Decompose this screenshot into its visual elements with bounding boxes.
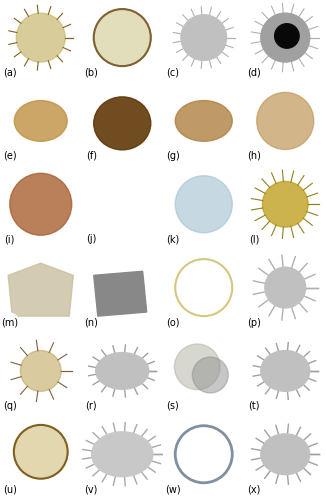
Circle shape xyxy=(257,92,314,150)
Text: (r): (r) xyxy=(85,401,97,411)
Text: (p): (p) xyxy=(247,318,261,328)
Circle shape xyxy=(10,174,72,235)
Text: (u): (u) xyxy=(3,484,17,494)
Text: (i): (i) xyxy=(5,234,15,244)
Ellipse shape xyxy=(14,100,67,141)
Ellipse shape xyxy=(175,100,232,141)
Circle shape xyxy=(174,344,220,390)
Circle shape xyxy=(14,425,68,478)
Text: (x): (x) xyxy=(247,484,261,494)
Circle shape xyxy=(175,176,232,233)
Text: (k): (k) xyxy=(166,234,179,244)
Text: (h): (h) xyxy=(247,151,261,161)
Ellipse shape xyxy=(92,432,153,476)
Circle shape xyxy=(261,13,310,62)
Text: (o): (o) xyxy=(166,318,180,328)
Circle shape xyxy=(192,357,228,393)
Text: (a): (a) xyxy=(3,68,17,78)
Ellipse shape xyxy=(261,350,310,392)
Text: (d): (d) xyxy=(247,68,261,78)
Text: (q): (q) xyxy=(3,401,17,411)
Circle shape xyxy=(20,350,61,392)
Text: (b): (b) xyxy=(84,68,98,78)
Circle shape xyxy=(181,15,227,60)
Text: (j): (j) xyxy=(86,234,96,244)
Text: (t): (t) xyxy=(248,401,260,411)
Ellipse shape xyxy=(261,434,310,474)
Text: (s): (s) xyxy=(166,401,179,411)
Text: (f): (f) xyxy=(86,151,97,161)
Text: (e): (e) xyxy=(3,151,17,161)
Circle shape xyxy=(94,9,151,66)
Circle shape xyxy=(16,13,65,62)
Ellipse shape xyxy=(96,352,149,390)
Text: (v): (v) xyxy=(84,484,98,494)
Text: (m): (m) xyxy=(1,318,18,328)
Ellipse shape xyxy=(94,97,151,150)
Text: (l): (l) xyxy=(249,234,259,244)
Polygon shape xyxy=(8,263,73,316)
Polygon shape xyxy=(94,272,147,316)
Circle shape xyxy=(265,267,306,308)
Text: (w): (w) xyxy=(165,484,181,494)
Circle shape xyxy=(274,24,299,48)
Text: (g): (g) xyxy=(166,151,180,161)
Text: (n): (n) xyxy=(84,318,98,328)
Circle shape xyxy=(262,182,308,227)
Text: (c): (c) xyxy=(166,68,179,78)
